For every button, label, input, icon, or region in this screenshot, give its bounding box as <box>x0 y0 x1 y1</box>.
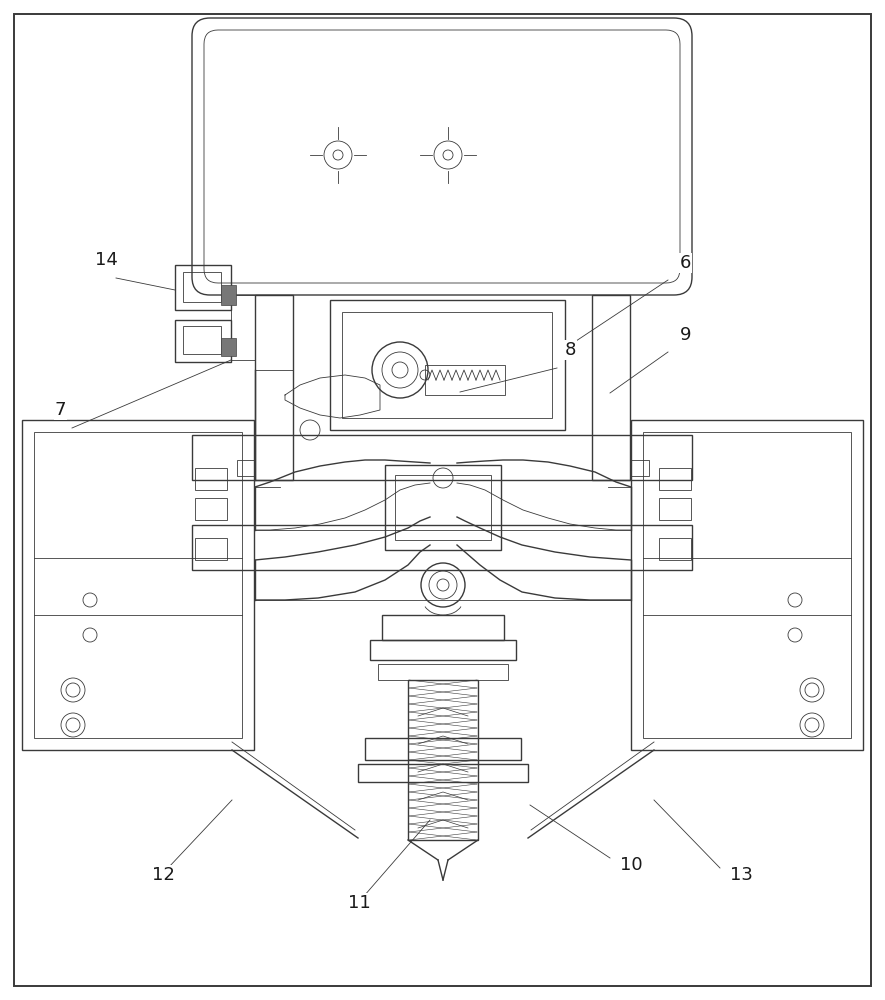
Bar <box>342 312 552 418</box>
Bar <box>195 498 227 520</box>
Bar <box>365 738 521 760</box>
Bar <box>255 295 293 480</box>
Text: 8: 8 <box>565 341 576 359</box>
Bar <box>395 475 491 540</box>
Bar <box>643 432 851 738</box>
Bar <box>192 525 692 570</box>
Bar <box>183 272 221 302</box>
Bar <box>183 326 221 354</box>
Bar <box>192 435 692 480</box>
Bar <box>631 460 649 476</box>
Bar <box>631 420 863 750</box>
Bar <box>659 468 691 490</box>
Text: 7: 7 <box>55 401 66 419</box>
Text: 9: 9 <box>680 326 691 344</box>
Text: 11: 11 <box>348 894 371 912</box>
Bar <box>22 420 254 750</box>
Bar <box>175 320 231 362</box>
Text: 10: 10 <box>620 856 643 874</box>
Bar <box>231 295 255 360</box>
Bar <box>175 265 231 310</box>
Bar <box>370 640 516 660</box>
Text: 6: 6 <box>680 254 691 272</box>
Bar <box>330 300 565 430</box>
Text: 13: 13 <box>730 866 753 884</box>
Text: 12: 12 <box>152 866 175 884</box>
Bar <box>592 295 630 480</box>
Bar <box>382 615 504 640</box>
Bar <box>195 538 227 560</box>
Bar <box>659 498 691 520</box>
Bar <box>408 680 478 840</box>
Bar <box>221 285 236 305</box>
Bar <box>425 365 505 395</box>
Text: 14: 14 <box>95 251 118 269</box>
Bar <box>195 468 227 490</box>
Bar <box>358 764 528 782</box>
Bar <box>378 664 508 680</box>
Bar <box>385 465 501 550</box>
Bar <box>34 432 242 738</box>
Bar <box>237 460 255 476</box>
Bar <box>659 538 691 560</box>
Bar <box>221 338 236 356</box>
